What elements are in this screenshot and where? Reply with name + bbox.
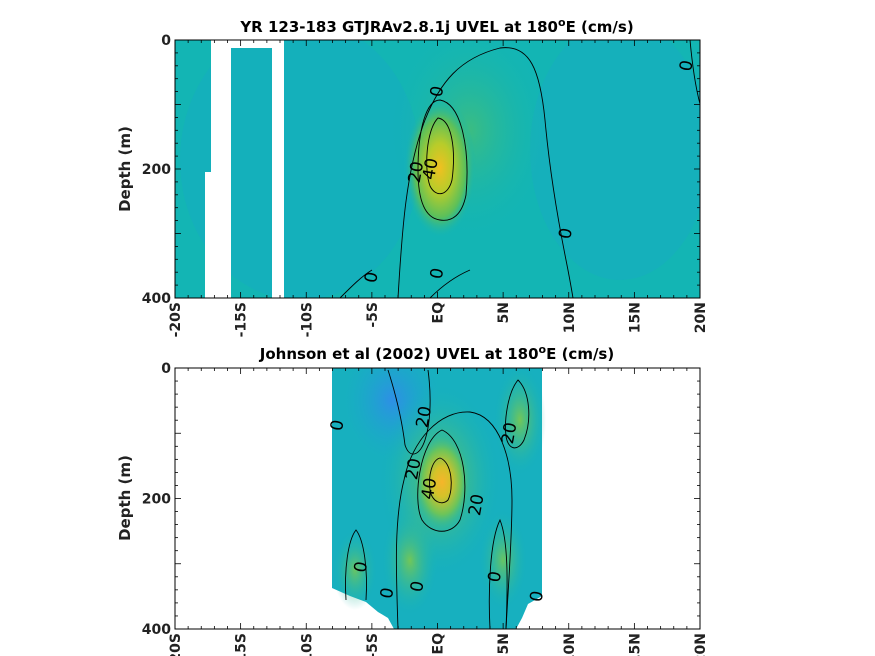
panel-b-contour-40-jet bbox=[429, 457, 452, 504]
contour-label: 40 bbox=[419, 157, 442, 182]
x-tick-label: EQ bbox=[431, 633, 447, 655]
x-tick-label: 20N bbox=[693, 633, 709, 656]
panel-b-ylabel: Depth (m) bbox=[116, 455, 134, 541]
contour-label: 0 bbox=[427, 85, 449, 99]
contour-label: 0 bbox=[407, 580, 429, 594]
y-tick-label: 400 bbox=[142, 291, 171, 307]
panel-a-gap-cap bbox=[220, 40, 274, 48]
panel-a-field bbox=[175, 40, 700, 298]
contour-label: 0 bbox=[427, 266, 449, 280]
panel-b-title-sup: o bbox=[539, 343, 547, 356]
y-tick-label: 0 bbox=[161, 33, 171, 49]
x-tick-label: -5S bbox=[365, 302, 381, 328]
x-tick-label: -15S bbox=[234, 302, 250, 337]
panel-b-contour-zero-outer bbox=[395, 411, 513, 629]
panel-a-contour-floor-mid bbox=[429, 269, 471, 298]
x-tick-label: 10N bbox=[562, 302, 578, 333]
x-tick-label: -20S bbox=[168, 633, 184, 656]
contour-label: 0 bbox=[351, 560, 373, 574]
panel-a-contour-20 bbox=[417, 99, 468, 221]
panel-a-ticks bbox=[174, 39, 701, 299]
contour-label: 0 bbox=[377, 586, 399, 600]
contour-label: 0 bbox=[484, 570, 506, 584]
x-tick-label: -15S bbox=[234, 633, 250, 656]
panel-b-contour-20-jet bbox=[417, 429, 466, 532]
x-tick-label: -10S bbox=[299, 302, 315, 337]
panel-b-title-main: Johnson et al (2002) UVEL at 180 bbox=[259, 345, 539, 363]
panel-b-ticks bbox=[174, 367, 701, 630]
contour-label: 20 bbox=[413, 405, 436, 430]
contour-label: 0 bbox=[676, 59, 698, 73]
x-tick-label: 20N bbox=[693, 302, 709, 333]
contour-label: 20 bbox=[405, 160, 428, 185]
panel-a-y-tick-labels: 0 200 400 bbox=[142, 33, 171, 307]
contour-label: 20 bbox=[402, 457, 425, 482]
panel-b-contour-zero-deep-west bbox=[345, 529, 367, 601]
panel-a-contour-40 bbox=[426, 117, 454, 195]
panel-a-title-tail: E (cm/s) bbox=[566, 18, 634, 36]
contour-label: 0 bbox=[361, 270, 383, 284]
contour-label: 20 bbox=[465, 493, 488, 518]
x-tick-label: 15N bbox=[627, 633, 643, 656]
y-tick-label: 200 bbox=[142, 492, 171, 508]
contour-label: 40 bbox=[418, 476, 441, 501]
panel-b-contour-zero-deep-east bbox=[488, 518, 508, 629]
contour-label: 20 bbox=[498, 421, 521, 446]
panel-b-north-core bbox=[494, 368, 546, 475]
contour-label: 0 bbox=[555, 226, 577, 240]
panel-b-title: Johnson et al (2002) UVEL at 180oE (cm/s… bbox=[259, 343, 614, 363]
panel-a-ylabel: Depth (m) bbox=[116, 126, 134, 212]
x-tick-label: -20S bbox=[168, 302, 184, 337]
panel-b-x-tick-labels: -20S -15S -10S -5S EQ 5N 10N 15N 20N bbox=[168, 633, 709, 656]
panel-b-field bbox=[332, 368, 546, 629]
panel-b-jet-core bbox=[412, 432, 472, 532]
panel-a-contour-east bbox=[689, 40, 700, 105]
contour-label: 0 bbox=[327, 418, 349, 432]
x-tick-label: EQ bbox=[431, 302, 447, 324]
panel-b-title-tail: E (cm/s) bbox=[546, 345, 614, 363]
panel-a-contour-floor-west bbox=[339, 269, 373, 298]
panel-b-deep-east bbox=[479, 510, 527, 610]
panel-b-deep-west bbox=[333, 530, 377, 610]
x-tick-label: 15N bbox=[627, 302, 643, 333]
panel-b-contour-20-north bbox=[505, 379, 530, 449]
panel-a-x-tick-labels: -20S -15S -10S -5S EQ 5N 10N 15N 20N bbox=[168, 302, 709, 337]
panel-observations: Johnson et al (2002) UVEL at 180oE (cm/s… bbox=[116, 343, 709, 656]
panel-a-blue-tint-west bbox=[180, 40, 420, 298]
x-tick-label: -5S bbox=[365, 633, 381, 656]
x-tick-label: 10N bbox=[562, 633, 578, 656]
panel-b-contour-zero-west bbox=[387, 369, 431, 455]
panel-a-gap-2 bbox=[272, 40, 284, 298]
panel-a-title: YR 123-183 GTJRAv2.8.1j UVEL at 180oE (c… bbox=[239, 16, 633, 36]
x-tick-label: 5N bbox=[496, 302, 512, 323]
contour-label: 0 bbox=[526, 589, 548, 603]
panel-a-title-main: YR 123-183 GTJRAv2.8.1j UVEL at 180 bbox=[239, 18, 558, 36]
panel-a-title-sup: o bbox=[558, 16, 566, 29]
panel-a-contour-zero bbox=[397, 47, 574, 298]
panel-model: YR 123-183 GTJRAv2.8.1j UVEL at 180oE (c… bbox=[116, 16, 709, 337]
panel-a-gap-1 bbox=[211, 40, 231, 298]
y-tick-label: 200 bbox=[142, 162, 171, 178]
x-tick-label: 5N bbox=[496, 633, 512, 654]
y-tick-label: 400 bbox=[142, 622, 171, 638]
panel-a-gap-notch bbox=[205, 172, 212, 298]
x-tick-label: -10S bbox=[299, 633, 315, 656]
panel-b-y-tick-labels: 0 200 400 bbox=[142, 361, 171, 638]
panel-a-blue-tint-east bbox=[530, 40, 700, 280]
y-tick-label: 0 bbox=[161, 361, 171, 377]
